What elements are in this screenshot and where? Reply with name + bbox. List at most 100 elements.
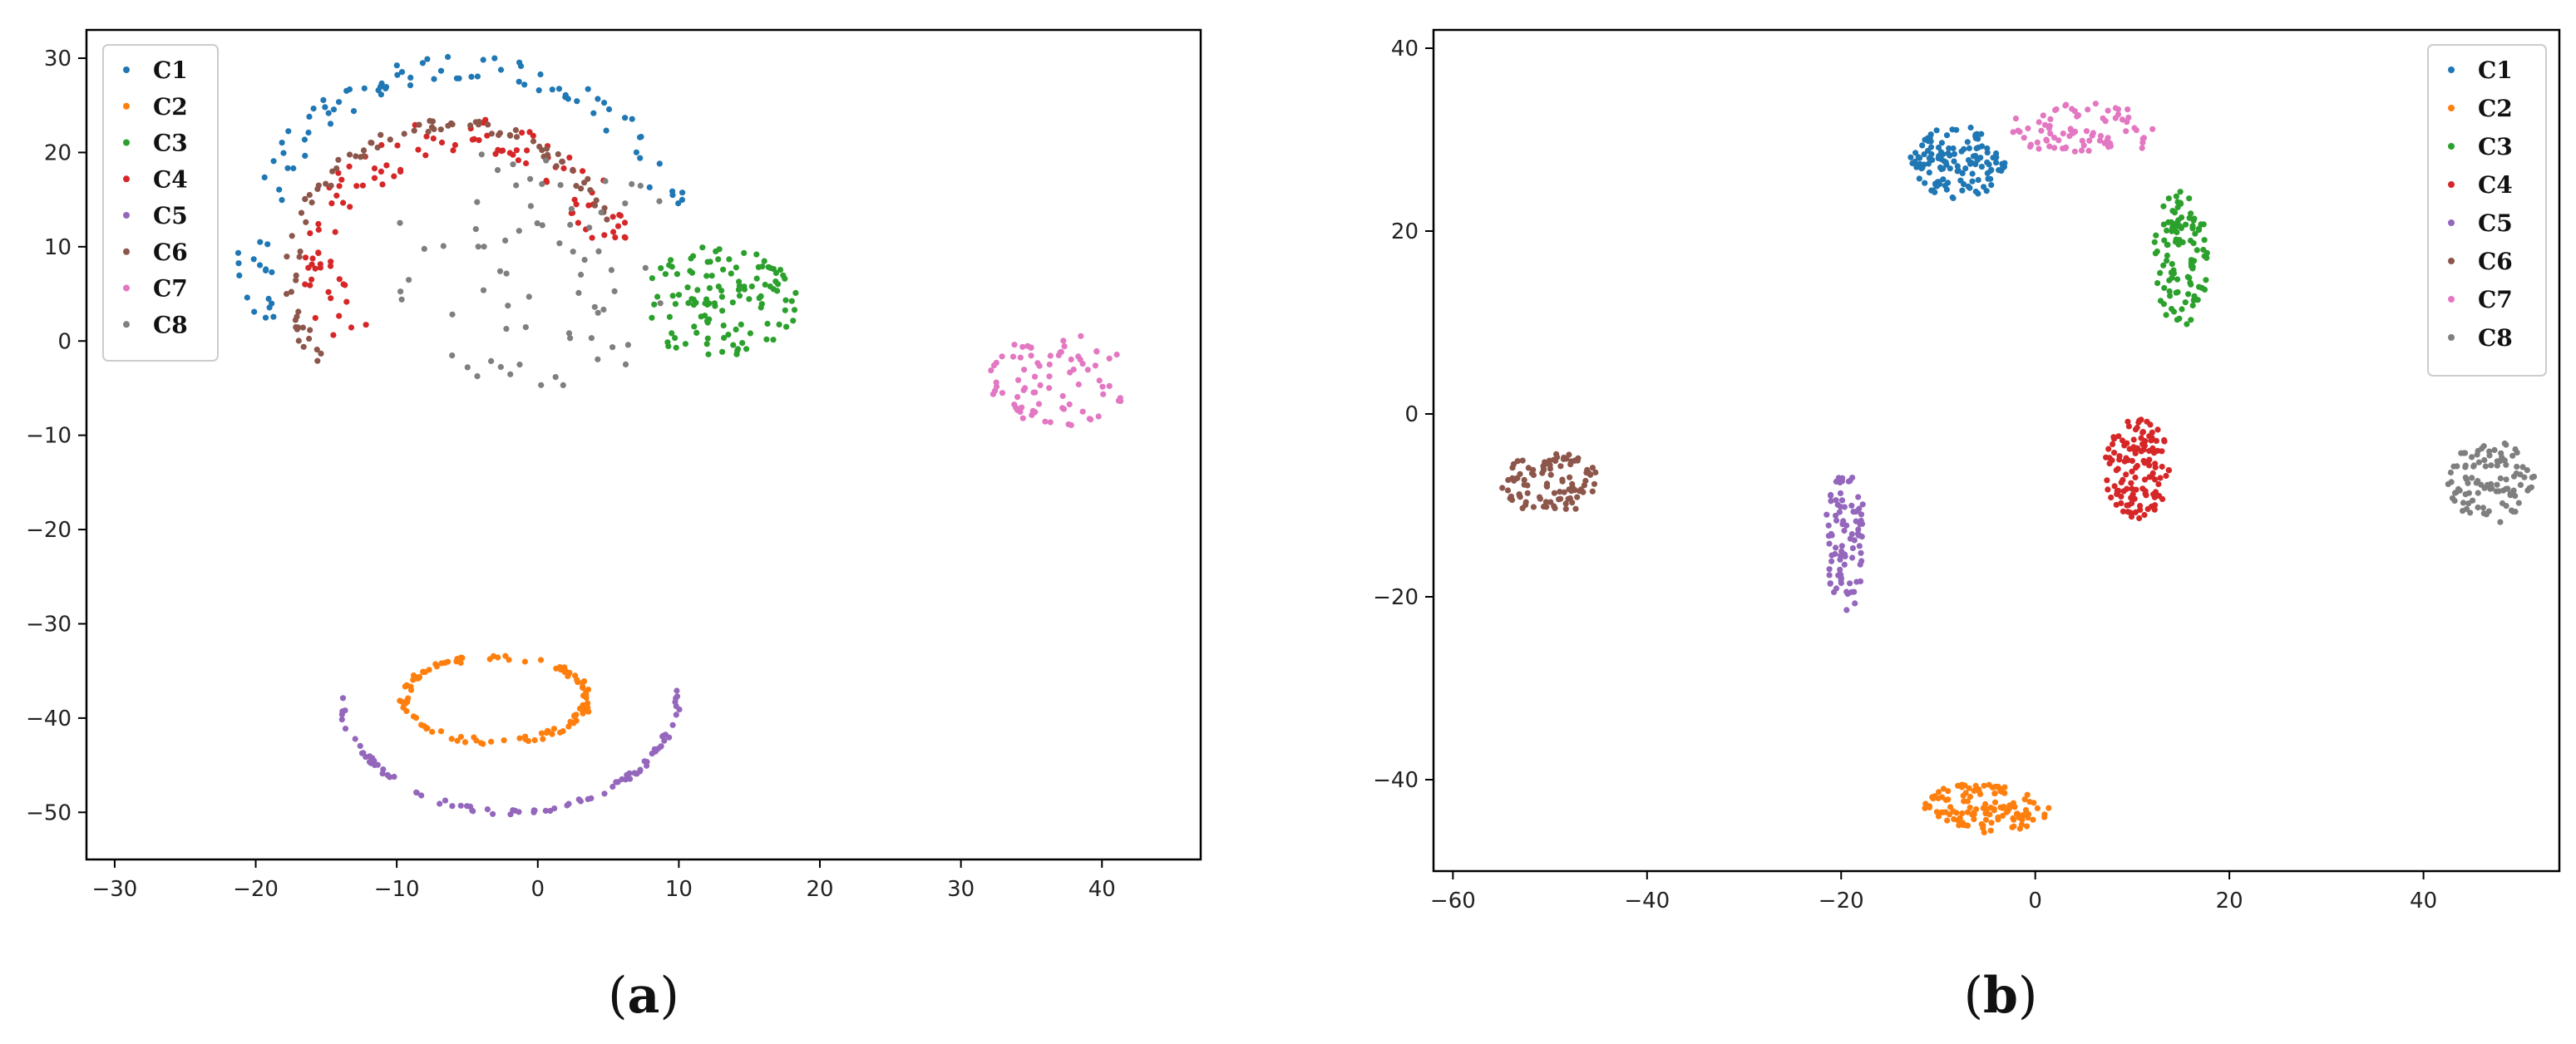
data-point xyxy=(2160,221,2167,228)
data-point xyxy=(571,196,578,203)
data-point xyxy=(382,85,389,91)
data-point xyxy=(622,361,629,367)
data-point xyxy=(432,661,439,667)
data-point xyxy=(478,740,485,746)
data-point xyxy=(2149,429,2155,436)
data-point xyxy=(2142,488,2149,495)
data-point xyxy=(1550,456,1557,463)
data-point xyxy=(649,275,656,282)
data-point xyxy=(1916,175,1922,182)
data-point xyxy=(1828,492,1834,500)
data-point xyxy=(1935,795,1942,802)
legend: C1 C2 C3 C4 C5 C6 C7 C8 xyxy=(2427,44,2547,377)
data-point xyxy=(1591,480,1598,487)
data-point xyxy=(601,100,608,106)
data-point xyxy=(763,336,770,342)
data-point xyxy=(265,295,272,303)
data-point xyxy=(580,684,586,692)
data-point xyxy=(1926,170,1932,176)
data-point xyxy=(590,110,597,116)
data-point xyxy=(280,150,287,156)
data-point xyxy=(2521,474,2528,480)
legend-marker xyxy=(123,139,130,146)
data-point xyxy=(2060,130,2066,137)
data-point xyxy=(333,192,340,199)
legend-marker xyxy=(2448,181,2455,188)
data-point xyxy=(308,276,315,283)
data-point xyxy=(675,200,682,207)
data-point xyxy=(1944,817,1951,824)
data-point xyxy=(1938,165,1945,173)
legend-marker xyxy=(2448,258,2455,264)
data-point xyxy=(537,71,544,78)
data-point xyxy=(600,306,607,313)
data-point xyxy=(506,657,512,663)
data-point xyxy=(587,187,594,194)
legend-marker xyxy=(123,175,130,183)
data-point xyxy=(711,300,718,307)
data-point xyxy=(595,309,601,316)
data-point xyxy=(498,148,505,155)
data-point xyxy=(580,692,587,699)
data-point xyxy=(449,352,456,359)
data-point xyxy=(2124,119,2130,126)
data-point xyxy=(2183,221,2189,228)
data-point xyxy=(490,810,496,817)
data-point xyxy=(298,209,305,216)
data-point xyxy=(1568,488,1575,495)
data-point xyxy=(637,766,644,773)
data-point xyxy=(1837,556,1843,563)
data-point xyxy=(312,315,318,322)
data-point xyxy=(2165,467,2173,474)
data-point xyxy=(2067,126,2074,132)
data-point xyxy=(307,230,313,237)
data-point xyxy=(1988,182,1995,189)
data-point xyxy=(2047,116,2054,122)
data-point xyxy=(2024,823,2031,830)
data-point xyxy=(550,726,558,732)
panel-b: −60 −40 −20 0 20 40−40−2002040C1C2C3C4C5C6C7C… xyxy=(1373,28,2561,1025)
data-point xyxy=(2043,136,2050,143)
data-point xyxy=(269,268,275,276)
data-point xyxy=(336,99,343,106)
data-point xyxy=(702,313,708,319)
data-point xyxy=(519,130,526,136)
data-point xyxy=(988,367,994,374)
data-point xyxy=(294,313,300,320)
data-point xyxy=(457,802,464,809)
series-c4 xyxy=(302,116,629,338)
data-point xyxy=(2485,508,2492,515)
data-point xyxy=(2138,416,2144,423)
data-point xyxy=(746,296,753,303)
data-point xyxy=(2129,491,2136,498)
data-point xyxy=(510,161,516,168)
data-point xyxy=(591,202,599,209)
data-point xyxy=(323,180,329,187)
data-point xyxy=(1017,354,1024,361)
data-point xyxy=(2500,487,2507,494)
x-tick-label: 40 xyxy=(1088,877,1116,902)
data-point xyxy=(578,271,585,278)
data-point xyxy=(453,75,461,81)
legend-label: C8 xyxy=(2478,324,2513,352)
data-point xyxy=(570,167,576,174)
data-point xyxy=(328,295,334,302)
data-point xyxy=(2152,460,2159,467)
data-point xyxy=(679,196,686,203)
data-point xyxy=(348,324,355,331)
data-point xyxy=(1926,155,1932,161)
data-point xyxy=(571,713,578,720)
data-point xyxy=(2493,488,2500,495)
data-point xyxy=(728,270,734,277)
data-point xyxy=(1833,544,1839,551)
data-point xyxy=(608,267,615,273)
data-point xyxy=(488,738,495,745)
data-point xyxy=(1061,343,1068,350)
data-point xyxy=(622,115,629,121)
data-point xyxy=(2503,461,2509,468)
data-point xyxy=(656,198,663,204)
legend-marker xyxy=(123,248,130,255)
data-point xyxy=(448,736,455,742)
data-point xyxy=(2115,433,2122,440)
data-point xyxy=(452,141,459,149)
